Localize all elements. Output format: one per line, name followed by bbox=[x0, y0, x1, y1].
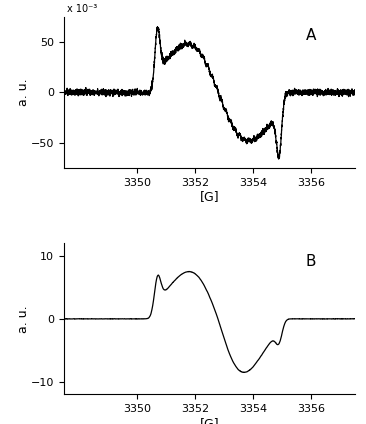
X-axis label: [G]: [G] bbox=[200, 190, 219, 204]
X-axis label: [G]: [G] bbox=[200, 417, 219, 424]
Y-axis label: a. u.: a. u. bbox=[16, 305, 30, 333]
Text: A: A bbox=[306, 28, 316, 42]
Text: x 10⁻³: x 10⁻³ bbox=[67, 4, 97, 14]
Text: B: B bbox=[306, 254, 316, 269]
Y-axis label: a. u.: a. u. bbox=[16, 78, 30, 106]
